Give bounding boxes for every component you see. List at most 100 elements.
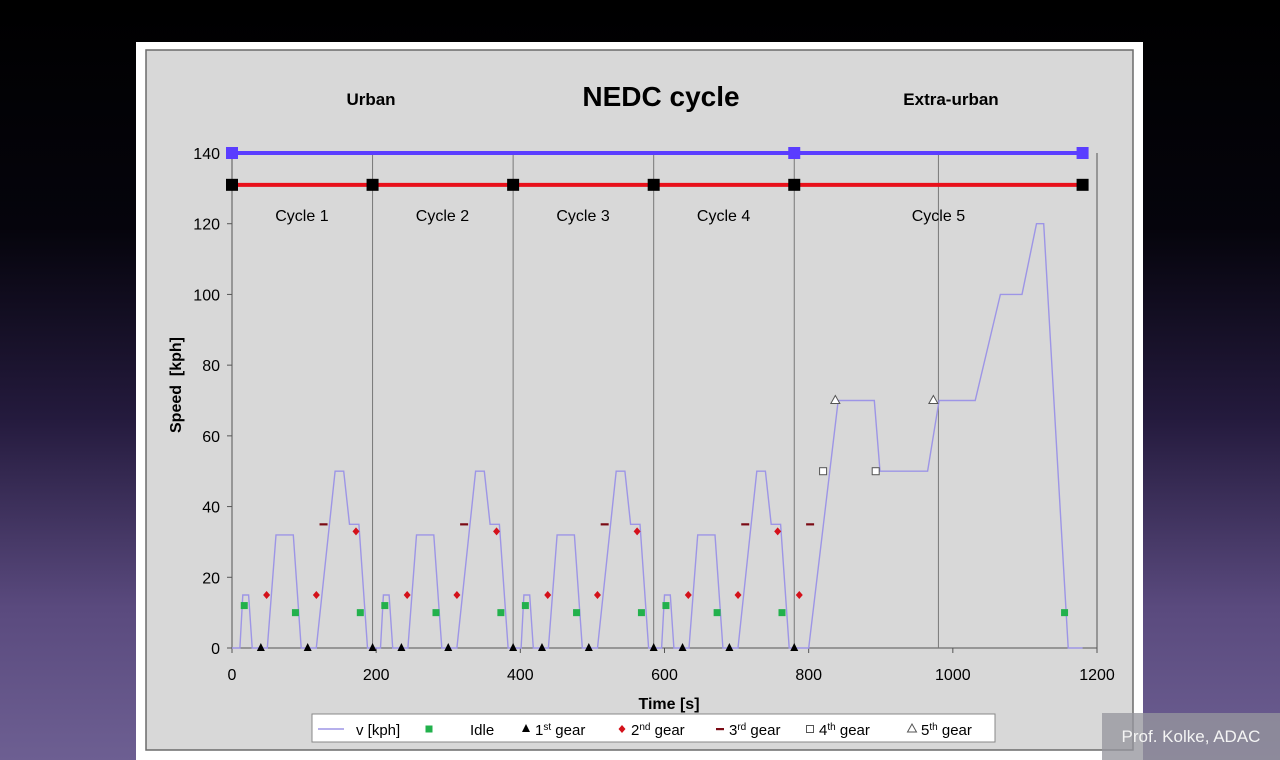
y-tick-label: 20 [202, 570, 220, 587]
legend-item: 1st gear [522, 722, 585, 739]
cycle-bar-marker [507, 178, 520, 191]
y-axis-label: Speed [kph] [168, 337, 185, 433]
2nd-gear-marker [593, 590, 601, 599]
4th-gear-marker [819, 467, 828, 476]
5th-gear-marker [928, 394, 939, 404]
idle-marker [356, 609, 364, 617]
legend-item: Idle [425, 722, 494, 739]
legend-symbol [716, 728, 724, 731]
legend-symbol [618, 725, 626, 733]
3rd-gear-marker [460, 523, 469, 526]
legend-label: 2nd gear [631, 722, 685, 739]
2nd-gear-marker [493, 527, 501, 536]
idle-marker [381, 602, 389, 610]
legend-item: 3rd gear [716, 722, 780, 739]
cycle-bar-marker [366, 178, 379, 191]
slide: NEDC cycle Urban Extra-urban 0 20 40 60 80 100 12… [136, 42, 1143, 760]
x-axis-label: Time [s] [638, 696, 699, 713]
idle-marker [573, 609, 581, 617]
y-tick-label: 120 [193, 217, 220, 234]
4th-gear-marker [871, 467, 880, 476]
cycle-bar-marker [1076, 178, 1089, 191]
legend-symbol [906, 722, 918, 733]
cycle-label: Cycle 5 [912, 208, 965, 225]
3rd-gear-marker [741, 523, 750, 526]
idle-marker [778, 609, 786, 617]
2nd-gear-marker [352, 527, 360, 536]
idle-marker [1061, 609, 1069, 617]
x-tick-label: 600 [651, 667, 678, 684]
idle-marker [432, 609, 440, 617]
legend-label: v [kph] [356, 722, 400, 739]
1st-gear-marker [537, 643, 546, 651]
2nd-gear-marker [312, 590, 320, 599]
2nd-gear-marker [544, 590, 552, 599]
1st-gear-marker [678, 643, 687, 651]
idle-marker [240, 602, 248, 610]
legend-label: 3rd gear [729, 722, 780, 739]
y-tick-label: 100 [193, 287, 220, 304]
x-tick-label: 1200 [1079, 667, 1115, 684]
1st-gear-marker [368, 643, 377, 651]
idle-marker [713, 609, 721, 617]
legend-symbol [425, 725, 433, 733]
2nd-gear-marker [734, 590, 742, 599]
y-tick-label: 80 [202, 358, 220, 375]
y-tick-label: 140 [193, 146, 220, 163]
y-tick-label: 40 [202, 500, 220, 517]
phase-bar-marker [226, 147, 238, 159]
x-tick-label: 1000 [935, 667, 971, 684]
x-tick-label: 400 [507, 667, 534, 684]
x-tick-label: 200 [363, 667, 390, 684]
y-tick-label: 0 [211, 641, 220, 658]
legend-item: v [kph] [318, 722, 400, 739]
3rd-gear-marker [806, 523, 815, 526]
idle-marker [637, 609, 645, 617]
legend-item: 4th gear [806, 722, 870, 739]
cycle-label: Cycle 1 [275, 208, 328, 225]
cycle-bar-marker [647, 178, 660, 191]
cycle-bar-marker [226, 178, 238, 191]
1st-gear-marker [397, 643, 406, 651]
2nd-gear-marker [633, 527, 641, 536]
idle-marker [497, 609, 505, 617]
2nd-gear-marker [403, 590, 411, 599]
1st-gear-marker [256, 643, 265, 651]
credit-label: Prof. Kolke, ADAC [1102, 713, 1280, 760]
nedc-chart: NEDC cycle Urban Extra-urban 0 20 40 60 80 100 12… [145, 49, 1134, 751]
2nd-gear-marker [263, 590, 271, 599]
phase-label: Urban [346, 90, 395, 109]
1st-gear-marker [790, 643, 799, 651]
cycle-bar-marker [788, 178, 801, 191]
2nd-gear-marker [453, 590, 461, 599]
legend-label: 4th gear [819, 722, 870, 739]
3rd-gear-marker [600, 523, 609, 526]
1st-gear-marker [444, 643, 453, 651]
idle-marker [291, 609, 299, 617]
phase-label: Extra-urban [903, 90, 998, 109]
legend-label: Idle [470, 722, 494, 739]
legend-label: 1st gear [535, 722, 585, 739]
speed-line [232, 222, 1083, 649]
2nd-gear-marker [684, 590, 692, 599]
cycle-label: Cycle 2 [416, 208, 469, 225]
phase-bar-marker [1076, 147, 1089, 159]
legend-symbol [522, 724, 530, 732]
5th-gear-marker [829, 394, 841, 404]
idle-marker [662, 602, 670, 610]
cycle-label: Cycle 4 [697, 208, 750, 225]
3rd-gear-marker [319, 523, 328, 526]
legend-item: 2nd gear [618, 722, 685, 739]
legend-symbol [806, 725, 814, 733]
1st-gear-marker [649, 643, 658, 651]
2nd-gear-marker [774, 527, 782, 536]
phase-bar-marker [788, 147, 801, 159]
legend-label: 5th gear [921, 722, 972, 739]
1st-gear-marker [725, 643, 734, 651]
x-tick-label: 0 [228, 667, 237, 684]
cycle-label: Cycle 3 [556, 208, 609, 225]
1st-gear-marker [303, 643, 312, 651]
y-tick-label: 60 [202, 429, 220, 446]
1st-gear-marker [509, 643, 518, 651]
idle-marker [521, 602, 529, 610]
